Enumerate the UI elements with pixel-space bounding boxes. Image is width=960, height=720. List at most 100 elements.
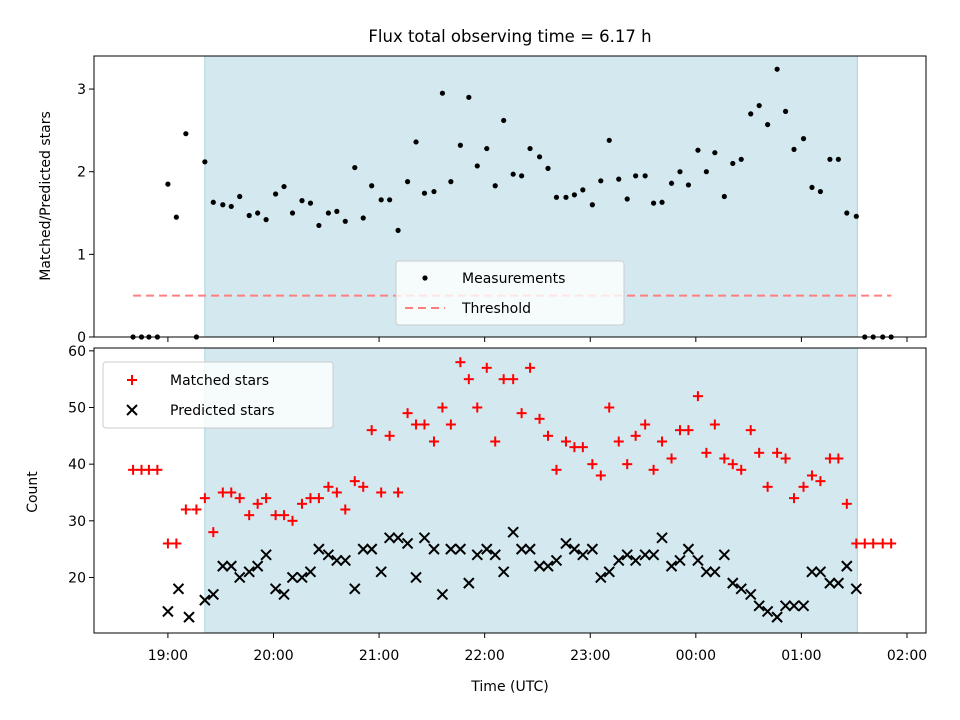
matched-star-point — [279, 510, 290, 521]
predicted-star-point — [613, 554, 625, 567]
y-tick-label: 40 — [68, 457, 86, 473]
predicted-star-point — [313, 543, 325, 555]
x-tick-label: 22:00 — [464, 648, 504, 664]
measurement-point — [307, 200, 314, 206]
matched-star-point — [287, 515, 298, 526]
measurement-point — [299, 198, 305, 204]
matched-star-point — [180, 504, 191, 515]
predicted-star-point — [269, 583, 282, 595]
legend-matched-marker — [127, 375, 137, 385]
measurement-point — [668, 180, 675, 186]
predicted-star-point — [436, 588, 449, 601]
predicted-star-point — [260, 549, 272, 561]
matched-star-point — [525, 362, 536, 373]
matched-star-point — [613, 436, 624, 447]
predicted-star-point — [718, 549, 731, 561]
measurement-point — [642, 173, 648, 179]
measurement-point — [624, 196, 630, 202]
predicted-star-point — [410, 571, 422, 584]
measurement-point — [765, 121, 771, 128]
matched-star-point — [736, 464, 747, 475]
predicted-star-point — [533, 560, 546, 572]
count-legend-box — [102, 361, 334, 429]
measurement-point — [378, 197, 384, 203]
ratio-axes-frame — [93, 55, 927, 338]
measurement-point — [202, 159, 208, 165]
matched-star-point — [261, 493, 272, 504]
measurement-point — [448, 179, 454, 185]
matched-star-point — [877, 538, 888, 549]
matched-star-point — [358, 481, 369, 492]
matched-star-point — [543, 430, 554, 441]
matched-star-point — [674, 425, 685, 436]
measurement-point — [791, 146, 797, 152]
measurement-point — [165, 181, 171, 187]
count-legend: Matched stars Predicted stars — [102, 361, 334, 429]
matched-star-point — [798, 481, 809, 492]
predicted-star-point — [595, 571, 607, 584]
measurement-point — [342, 218, 348, 224]
measurement-point — [183, 131, 189, 137]
predicted-star-point — [850, 583, 863, 595]
count-y-axis-label: Count — [25, 471, 41, 513]
predicted-star-point — [304, 566, 317, 578]
ratio-panel: 0 1 2 3 Matched/Predicted stars Measurement… — [38, 55, 927, 346]
x-tick-label: 01:00 — [781, 648, 821, 664]
predicted-star-point — [349, 583, 361, 595]
matched-star-point — [428, 436, 439, 447]
matched-star-point — [745, 425, 756, 436]
legend-matched-label: Matched stars — [170, 373, 269, 389]
predicted-star-point — [251, 560, 264, 572]
measurement-point — [466, 94, 472, 100]
predicted-star-point — [286, 571, 299, 584]
matched-star-point — [366, 425, 377, 436]
measurement-point — [844, 210, 850, 216]
predicted-star-point — [639, 549, 651, 561]
predicted-star-point — [524, 543, 536, 555]
measurement-point — [369, 183, 375, 189]
measurement-point — [220, 202, 226, 208]
x-tick-label: 02:00 — [887, 648, 927, 664]
matched-star-point — [508, 374, 519, 385]
matched-star-point — [445, 419, 456, 430]
measurement-point — [616, 176, 622, 182]
predicted-star-point — [339, 554, 351, 567]
matched-star-point — [534, 413, 545, 424]
measurement-point — [589, 202, 595, 208]
predicted-star-point — [497, 566, 510, 578]
measurement-point — [606, 137, 612, 143]
matched-star-point — [498, 374, 509, 385]
predicted-star-point — [365, 543, 378, 555]
predicted-star-point — [296, 571, 308, 584]
measurement-point — [677, 169, 683, 175]
y-tick-label: 1 — [77, 247, 86, 263]
measurement-point — [563, 194, 569, 200]
matched-star-point — [648, 464, 659, 475]
ratio-y-axis: 0 1 2 3 — [77, 82, 94, 346]
measurement-point — [580, 187, 586, 193]
matched-star-point — [244, 510, 255, 521]
matched-star-point — [323, 481, 334, 492]
measurement-point — [360, 215, 366, 221]
matched-star-point — [305, 493, 316, 504]
matched-star-point — [402, 408, 413, 419]
measurement-point — [246, 212, 252, 219]
x-tick-label: 20:00 — [253, 648, 293, 664]
matched-star-point — [692, 391, 703, 402]
predicted-star-point — [824, 577, 836, 589]
measurement-point — [457, 142, 463, 148]
matched-star-point — [868, 538, 879, 549]
matched-star-point — [463, 374, 474, 385]
predicted-star-point — [445, 543, 457, 555]
matched-star-point — [349, 476, 360, 487]
matched-star-point — [481, 362, 492, 373]
predicted-star-point — [814, 566, 827, 578]
predicted-star-point — [771, 611, 783, 623]
measurement-points — [130, 66, 894, 340]
matched-star-point — [604, 402, 615, 413]
predicted-star-point — [709, 566, 721, 578]
measurement-point — [527, 145, 533, 152]
predicted-star-point — [489, 549, 501, 561]
legend-predicted-label: Predicted stars — [170, 403, 275, 419]
x-tick-label: 21:00 — [359, 648, 399, 664]
